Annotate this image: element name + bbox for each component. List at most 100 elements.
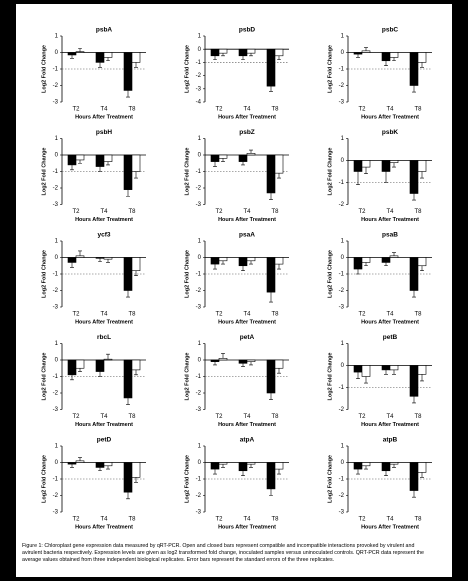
- error-bar: [78, 457, 82, 461]
- y-tick-label: -2: [339, 493, 345, 499]
- bar: [353, 52, 363, 55]
- y-tick-label: 0: [55, 50, 59, 56]
- y-tick-label: -2: [53, 83, 59, 89]
- y-tick-label: -3: [196, 510, 202, 516]
- error-bar: [106, 353, 110, 360]
- x-axis-label: Hours After Treatment: [218, 217, 276, 223]
- y-tick-label: -3: [53, 100, 59, 106]
- bar: [246, 48, 256, 54]
- x-tick-label: T4: [100, 209, 108, 215]
- error-bar: [249, 53, 253, 57]
- y-axis-label: Log2 Fold Change: [41, 353, 47, 401]
- bar: [103, 257, 113, 260]
- y-tick-label: -1: [196, 272, 202, 278]
- x-tick-label: T2: [72, 107, 80, 113]
- error-bar: [134, 369, 138, 376]
- y-tick-label: -3: [196, 202, 202, 208]
- error-bar: [70, 164, 74, 171]
- bar: [67, 359, 77, 376]
- y-tick-label: -2: [196, 73, 202, 79]
- bar: [389, 255, 399, 258]
- bar: [131, 462, 141, 478]
- error-bar: [412, 193, 416, 201]
- x-tick-label: T4: [386, 107, 394, 113]
- y-tick-label: 1: [341, 341, 345, 347]
- error-bar: [134, 477, 138, 483]
- chart-title: petB: [383, 334, 398, 341]
- y-tick-label: 0: [55, 255, 59, 261]
- y-tick-label: -1: [196, 60, 202, 66]
- y-tick-label: 1: [198, 444, 202, 450]
- x-axis-label: Hours After Treatment: [218, 114, 276, 120]
- bar: [103, 462, 113, 467]
- error-bar: [392, 369, 396, 375]
- bar: [67, 257, 77, 263]
- error-bar: [364, 47, 368, 51]
- y-tick-label: -1: [339, 180, 345, 186]
- bar: [210, 154, 220, 162]
- bar: [75, 460, 85, 463]
- x-tick-label: T2: [215, 209, 223, 215]
- error-bar: [384, 171, 388, 183]
- figure-caption: Figure 1: Chloroplast gene expression da…: [22, 543, 424, 563]
- bar: [274, 154, 284, 174]
- y-axis-label: Log2 Fold Change: [184, 45, 190, 93]
- bar: [218, 154, 228, 159]
- error-bar: [392, 162, 396, 168]
- bar: [103, 358, 113, 361]
- chart-title: psbH: [96, 129, 113, 136]
- bar: [389, 160, 399, 163]
- error-bar: [98, 467, 102, 472]
- x-axis-label: Hours After Treatment: [218, 524, 276, 530]
- error-bar: [78, 250, 82, 256]
- y-axis-label: Log2 Fold Change: [184, 148, 190, 196]
- x-axis-label: Hours After Treatment: [75, 524, 133, 530]
- x-axis-label: Hours After Treatment: [75, 114, 133, 120]
- bar: [210, 462, 220, 470]
- bar: [353, 365, 363, 373]
- error-bar: [412, 396, 416, 404]
- bar: [353, 160, 363, 172]
- x-tick-label: T2: [215, 414, 223, 420]
- error-bar: [221, 260, 225, 265]
- error-bar: [269, 488, 273, 496]
- bar: [246, 462, 256, 465]
- y-tick-label: 0: [341, 460, 345, 466]
- bar: [274, 462, 284, 470]
- error-bar: [70, 374, 74, 381]
- error-bar: [356, 372, 360, 379]
- bar: [95, 359, 105, 372]
- error-bar: [384, 60, 388, 66]
- y-tick-label: -1: [53, 272, 59, 278]
- chart-title: psbD: [239, 27, 256, 34]
- chart-title: psbZ: [239, 129, 255, 136]
- bar: [417, 257, 427, 267]
- y-tick-label: 0: [198, 153, 202, 159]
- x-tick-label: T8: [128, 517, 136, 523]
- y-axis-label: Log2 Fold Change: [327, 148, 333, 196]
- bar: [417, 160, 427, 172]
- error-bar: [213, 264, 217, 270]
- y-tick-label: 1: [55, 136, 59, 142]
- y-tick-label: -2: [53, 391, 59, 397]
- error-bar: [412, 85, 416, 93]
- x-tick-label: T4: [243, 107, 251, 113]
- bar: [417, 462, 427, 473]
- bar: [131, 359, 141, 371]
- error-bar: [106, 465, 110, 470]
- x-tick-label: T8: [414, 517, 422, 523]
- y-tick-label: -3: [53, 202, 59, 208]
- bar: [131, 52, 141, 63]
- x-tick-label: T4: [243, 414, 251, 420]
- bar: [218, 48, 228, 54]
- error-bar: [221, 158, 225, 162]
- y-tick-label: 1: [198, 34, 202, 40]
- error-bar: [70, 262, 74, 268]
- bar: [238, 48, 248, 57]
- bar: [103, 154, 113, 162]
- chart-title: rbcL: [97, 334, 111, 341]
- bar: [353, 462, 363, 470]
- bar: [417, 365, 427, 375]
